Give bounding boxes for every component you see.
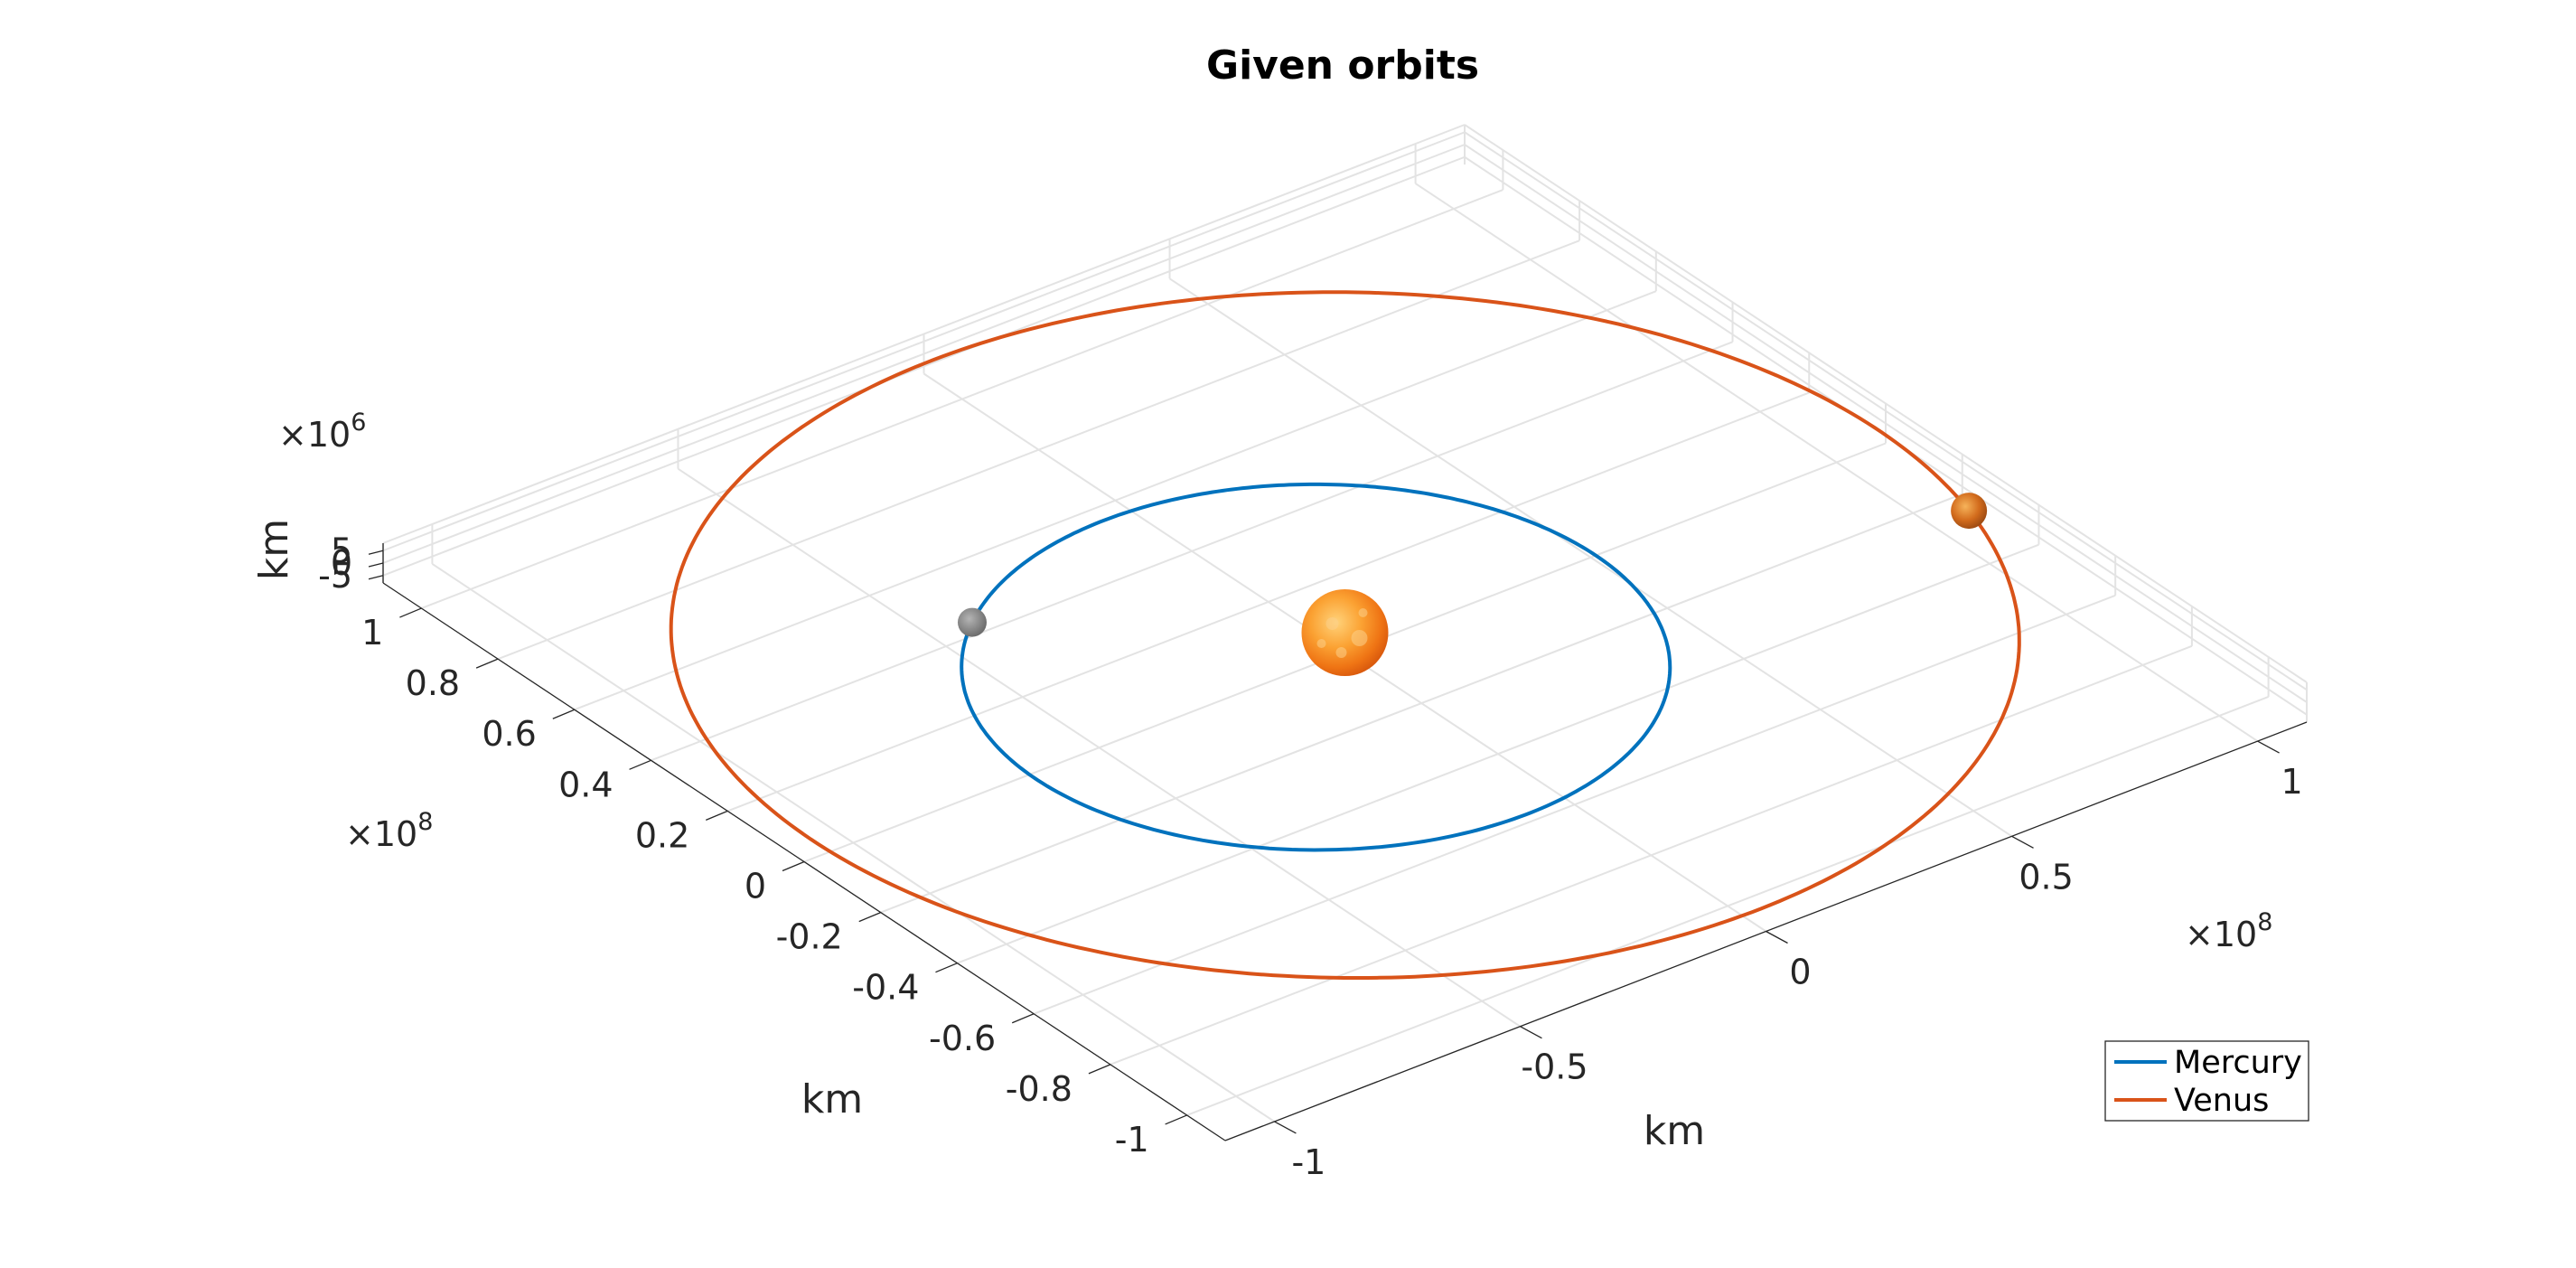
y-tick-mark <box>475 658 499 669</box>
y-tick-label: 0.4 <box>558 765 613 804</box>
grid-line-floor-y <box>880 493 1963 914</box>
sun-surface-spot <box>1325 617 1339 630</box>
y-tick-label: -0.8 <box>1006 1069 1073 1109</box>
sun-surface-spot <box>1316 639 1326 648</box>
y-tick-label: -1 <box>1115 1120 1149 1160</box>
grid-line-floor-y <box>651 341 1733 762</box>
grid-edge <box>1464 124 2308 683</box>
orbits <box>669 290 2021 980</box>
grid-edge <box>382 124 1466 544</box>
y-tick-label: 0 <box>745 867 766 906</box>
venus-planet-marker <box>1951 493 1988 530</box>
z-axis-multiplier: ×106 <box>278 409 366 455</box>
y-axis-label: km <box>801 1076 863 1122</box>
x-tick-mark <box>2011 835 2034 849</box>
x-tick-mark <box>1520 1026 1542 1039</box>
x-tick-label: -1 <box>1291 1142 1325 1182</box>
x-tick-mark <box>1274 1121 1297 1134</box>
grid-line-backwall-z <box>382 155 1466 577</box>
orbit-venus <box>669 290 2021 980</box>
x-axis-multiplier: ×108 <box>2185 908 2272 954</box>
y-tick-label: -0.4 <box>852 968 919 1008</box>
y-tick-mark <box>552 709 576 719</box>
x-axis-label: km <box>1644 1108 1705 1154</box>
z-tick-mark <box>368 575 384 580</box>
y-tick-label: 0.6 <box>482 714 536 754</box>
z-tick-mark <box>368 549 384 555</box>
legend-label-mercury: Mercury <box>2174 1045 2302 1081</box>
grid-line-backwall-z <box>382 144 1466 564</box>
grid-line-floor-y <box>1110 644 2193 1066</box>
x-tick-label: -0.5 <box>1521 1047 1588 1087</box>
celestial-bodies <box>957 493 1988 676</box>
y-tick-mark <box>935 963 958 973</box>
grid-lines <box>382 124 2308 1122</box>
grid-line-floor-y <box>957 543 2039 964</box>
x-tick-label: 1 <box>2281 762 2302 802</box>
y-tick-mark <box>1011 1013 1035 1024</box>
y-tick-mark <box>629 759 651 770</box>
sun-surface-spot <box>1351 630 1368 646</box>
sun-marker <box>1301 589 1389 676</box>
sun-surface-spot <box>1335 647 1347 658</box>
y-axis-multiplier: ×108 <box>345 808 433 854</box>
y-tick-label: -0.6 <box>929 1019 996 1058</box>
z-tick-label: 5 <box>331 531 352 570</box>
orbit-mercury <box>960 482 1672 852</box>
grid-line-floor-y <box>1033 594 2116 1015</box>
grid-line-floor-y <box>1186 696 2269 1116</box>
y-tick-label: 0.2 <box>635 815 689 855</box>
y-tick-label: 1 <box>361 613 383 653</box>
grid-line-floor-y <box>574 290 1657 711</box>
z-tick-label: 0 <box>331 543 352 583</box>
y-tick-label: 0.8 <box>406 663 460 703</box>
z-tick-label: -5 <box>318 556 352 596</box>
y-tick-mark <box>706 810 728 822</box>
y-tick-mark <box>1165 1114 1187 1125</box>
z-tick-mark <box>368 562 384 568</box>
chart-title: Given orbits <box>1206 42 1479 89</box>
sun-surface-spot <box>1358 608 1368 617</box>
legend: Mercury Venus <box>2104 1040 2309 1122</box>
y-tick-mark <box>858 911 881 923</box>
x-tick-mark <box>2257 740 2280 754</box>
legend-box <box>2104 1040 2309 1122</box>
legend-label-venus: Venus <box>2174 1083 2269 1119</box>
x-tick-label: 0 <box>1789 953 1811 992</box>
z-axis-label: km <box>251 519 297 580</box>
grid-line-sidewall-z <box>1464 144 2308 703</box>
y-tick-label: -0.2 <box>776 917 843 957</box>
axes <box>368 543 2308 1141</box>
y-tick-mark <box>782 860 805 872</box>
x-tick-mark <box>1766 930 1788 944</box>
mercury-planet-marker <box>957 607 987 637</box>
grid-line-backwall-z <box>382 131 1466 552</box>
y-tick-mark <box>1088 1064 1111 1075</box>
tick-labels: -1 -0.5 0 0.5 1 -1 -0.8 -0.6 -0.4-0.2 0 0.2 0.4 0.6 0… <box>318 531 2303 1182</box>
y-tick-mark <box>399 607 422 618</box>
x-tick-label: 0.5 <box>2019 857 2073 897</box>
grid-line-floor-y <box>497 240 1580 661</box>
grid-line-floor-y <box>421 189 1503 609</box>
grid-line-floor-y <box>726 391 1810 812</box>
grid-line-sidewall-z <box>1464 131 2308 691</box>
